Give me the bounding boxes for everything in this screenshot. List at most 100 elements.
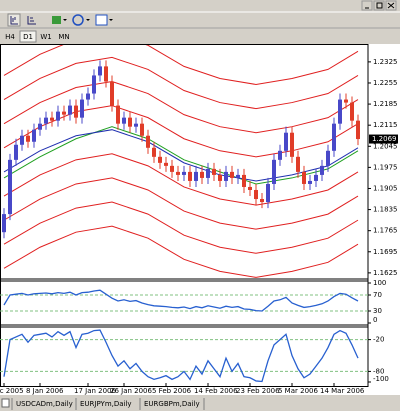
candle-body: [20, 135, 24, 145]
tab-icon: [1, 398, 10, 408]
timeframe-button[interactable]: [56, 31, 72, 42]
y-tick-label: -100: [373, 375, 389, 383]
current-price-label: 1.2069: [372, 135, 397, 143]
candle-body: [350, 102, 354, 121]
candle-body: [56, 111, 60, 121]
timeframe-label[interactable]: H4: [5, 33, 15, 41]
y-tick-label: 1.1695: [373, 248, 398, 256]
y-tick-label: 30: [373, 307, 382, 315]
x-tick-label: 14 Mar 2006: [320, 387, 365, 395]
y-tick-label: 1.1975: [373, 163, 398, 171]
oscillator-line: [3, 289, 359, 312]
y-tick-label: 70: [373, 291, 382, 299]
indicator-line: [3, 225, 359, 278]
indicators-button[interactable]: [52, 16, 61, 24]
candle-body: [152, 147, 156, 157]
candle-body: [356, 120, 360, 140]
y-tick-label: 1.1905: [373, 184, 398, 192]
candle-body: [260, 199, 264, 203]
candle-body: [110, 81, 114, 106]
candle-body: [170, 165, 174, 172]
indicator-line: [3, 177, 359, 230]
candle-body: [122, 117, 126, 124]
window-controls[interactable]: [361, 0, 397, 11]
candle-body: [326, 150, 330, 166]
axes: 1.2325 1.2255 1.2185 1.2115 1.2045 1.1975 1.19…: [0, 58, 398, 395]
candle-body: [332, 123, 336, 151]
y-tick-label: 1.2185: [373, 100, 398, 108]
candle-body: [134, 123, 138, 127]
y-tick-label: 1.1765: [373, 227, 398, 235]
tab-bar: [0, 396, 400, 411]
candle-body: [278, 150, 282, 160]
indicator-line: [3, 153, 359, 206]
x-tick-label: 23 Feb 2006: [236, 387, 280, 395]
candle-body: [230, 171, 234, 178]
y-tick-label: -80: [373, 367, 384, 375]
candle-body: [314, 174, 318, 181]
timeframe-bar: H4 D1 W1 MN: [2, 30, 72, 43]
candle-body: [8, 159, 12, 215]
timeframe-button[interactable]: [2, 31, 18, 42]
y-tick-label: 1.2115: [373, 121, 398, 129]
timeframe-label[interactable]: D1: [23, 33, 33, 41]
candle-body: [86, 93, 90, 100]
candle-button[interactable]: [27, 16, 36, 25]
price-window: [2, 45, 360, 278]
y-tick-label: 1.1625: [373, 269, 398, 277]
indicator-line: [3, 56, 359, 110]
candle-body: [68, 105, 72, 115]
candle-body: [290, 132, 294, 157]
candle-body: [284, 132, 288, 151]
toolbar: [0, 11, 400, 29]
x-tick-label: 5 Mar 2006: [278, 387, 318, 395]
oscillator-line: [3, 329, 359, 383]
periods-button[interactable]: [72, 14, 84, 26]
candle-body: [224, 171, 228, 181]
tab-label[interactable]: USDCADm,Daily: [16, 400, 73, 408]
chart-frame: [0, 44, 369, 387]
candle-body: [32, 129, 36, 142]
x-tick-label: 14 Feb 2006: [194, 387, 238, 395]
tab-label[interactable]: EURGBPm,Daily: [144, 400, 200, 408]
x-tick-label: 26 Jan 2006: [110, 387, 153, 395]
y-tick-label: 1.2045: [373, 142, 398, 150]
indicator-line: [3, 201, 359, 254]
candle-body: [218, 174, 222, 181]
candle-body: [248, 186, 252, 190]
candle-body: [128, 117, 132, 127]
oscillator-window: [0, 329, 368, 383]
candle-body: [146, 135, 150, 148]
timeframe-label[interactable]: W1: [40, 33, 51, 41]
candle-body: [206, 168, 210, 178]
timeframe-button[interactable]: [19, 30, 37, 43]
candle-body: [26, 135, 30, 142]
x-tick-label: 5 Feb 2006: [152, 387, 192, 395]
oscillator-window: [0, 289, 368, 312]
candle-body: [338, 99, 342, 124]
candle-body: [182, 171, 186, 175]
candle-body: [74, 105, 78, 118]
y-tick-label: 100: [373, 279, 386, 287]
candle-body: [242, 174, 246, 187]
timeframe-label[interactable]: MN: [58, 33, 69, 41]
candle-body: [164, 162, 168, 166]
candle-body: [50, 117, 54, 121]
candle-body: [38, 123, 42, 130]
y-tick-label: -20: [373, 336, 384, 344]
candle-body: [200, 171, 204, 178]
candle-body: [212, 168, 216, 175]
timeframe-button[interactable]: [38, 31, 54, 42]
templates-button[interactable]: [95, 14, 108, 26]
x-tick-label: Dec 2005: [0, 387, 24, 395]
candle-body: [302, 171, 306, 184]
y-tick-label: 1.1835: [373, 206, 398, 214]
y-tick-label: 0: [373, 316, 377, 324]
candle-body: [104, 66, 108, 82]
candle-body: [254, 189, 258, 200]
current-price-box: [369, 134, 398, 144]
tab-label[interactable]: EURJPYm,Daily: [80, 400, 132, 408]
candle-body: [116, 105, 120, 124]
